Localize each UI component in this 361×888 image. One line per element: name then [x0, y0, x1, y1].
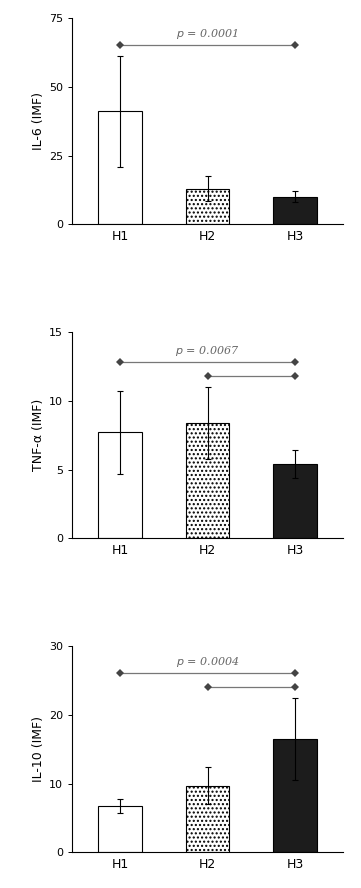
Text: $p$ = 0.0001: $p$ = 0.0001: [177, 28, 239, 41]
Bar: [99, 111, 142, 225]
Y-axis label: TNF-α (IMF): TNF-α (IMF): [32, 399, 45, 472]
Bar: [186, 786, 229, 852]
Bar: [99, 432, 142, 538]
Bar: [273, 739, 317, 852]
Y-axis label: IL-6 (IMF): IL-6 (IMF): [32, 92, 45, 150]
Bar: [273, 197, 317, 225]
Bar: [186, 188, 229, 225]
Bar: [99, 805, 142, 852]
Text: $p$ = 0.0067: $p$ = 0.0067: [175, 344, 240, 358]
Y-axis label: IL-10 (IMF): IL-10 (IMF): [32, 717, 45, 782]
Text: $p$ = 0.0004: $p$ = 0.0004: [176, 655, 239, 670]
Bar: [186, 423, 229, 538]
Bar: [273, 464, 317, 538]
